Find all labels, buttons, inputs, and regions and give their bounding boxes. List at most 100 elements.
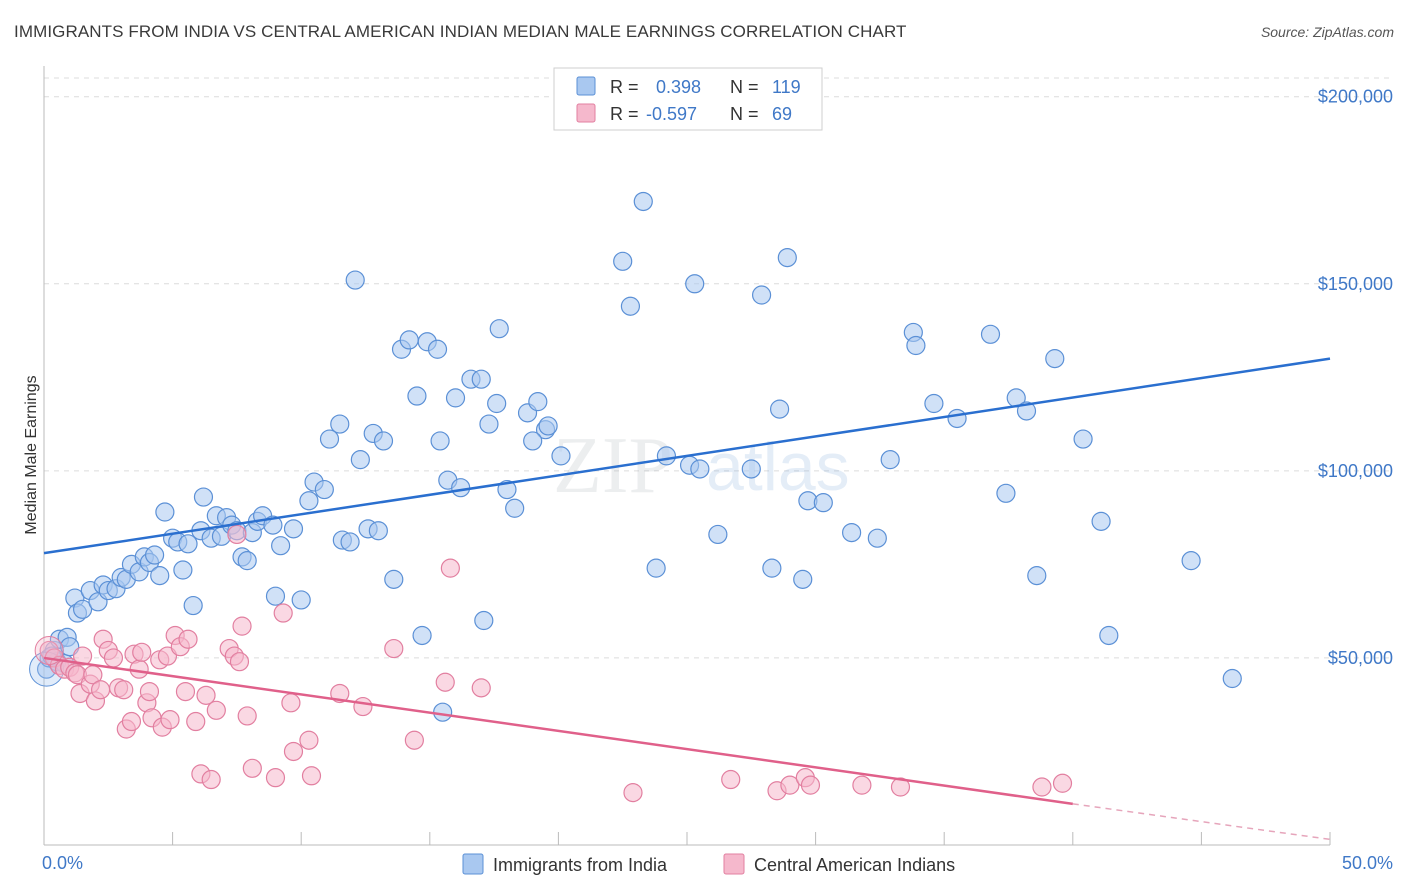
india-point-97 bbox=[793, 569, 813, 589]
india-point-49 bbox=[319, 429, 340, 449]
india-point-110 bbox=[1016, 401, 1037, 421]
india-point-83 bbox=[551, 446, 571, 466]
legend-n-value-1: 119 bbox=[772, 77, 801, 97]
india-point-54 bbox=[350, 450, 370, 470]
india-point-93 bbox=[751, 285, 772, 305]
india-point-45 bbox=[291, 590, 311, 610]
cai-point-48 bbox=[281, 693, 301, 713]
bottom-legend-swatch-india bbox=[462, 853, 484, 875]
india-point-102 bbox=[880, 450, 900, 470]
india-point-25 bbox=[173, 560, 193, 580]
india-point-116 bbox=[1181, 551, 1201, 571]
bottom-legend: Immigrants from India Central American I… bbox=[462, 853, 955, 875]
india-point-108 bbox=[996, 483, 1016, 503]
india-point-58 bbox=[373, 431, 394, 451]
cai-point-43 bbox=[232, 616, 252, 636]
india-point-92 bbox=[741, 459, 761, 479]
cai-point-59 bbox=[623, 783, 643, 803]
cai-point-46 bbox=[265, 768, 286, 788]
india-point-70 bbox=[451, 478, 471, 498]
india-point-114 bbox=[1091, 511, 1111, 531]
cai-point-60 bbox=[721, 769, 741, 790]
x-tick-label-min: 0.0% bbox=[42, 853, 83, 873]
cai-point-52 bbox=[330, 683, 350, 704]
india-point-42 bbox=[271, 536, 291, 556]
india-point-104 bbox=[906, 335, 926, 356]
cai-point-15 bbox=[103, 648, 124, 668]
india-point-66 bbox=[430, 431, 450, 451]
cai-point-50 bbox=[299, 730, 319, 750]
source-credit: Source: ZipAtlas.com bbox=[1260, 24, 1394, 40]
india-point-76 bbox=[489, 319, 509, 339]
cai-point-24 bbox=[139, 681, 160, 702]
india-point-107 bbox=[980, 324, 1001, 344]
india-point-44 bbox=[283, 519, 304, 539]
india-point-50 bbox=[330, 414, 350, 434]
india-point-48 bbox=[314, 479, 334, 500]
cai-point-8 bbox=[72, 646, 93, 666]
cai-point-19 bbox=[121, 711, 142, 732]
india-point-88 bbox=[656, 446, 677, 466]
bottom-legend-label-india: Immigrants from India bbox=[493, 855, 668, 875]
india-point-75 bbox=[487, 393, 507, 414]
india-point-113 bbox=[1073, 429, 1093, 449]
cai-point-32 bbox=[175, 681, 196, 702]
legend-n-value-2: 69 bbox=[772, 104, 792, 124]
india-point-87 bbox=[646, 558, 666, 578]
y-tick-label-1: $100,000 bbox=[1318, 461, 1393, 481]
india-point-67 bbox=[433, 702, 453, 722]
trend-line-cai bbox=[43, 656, 1073, 806]
legend-r-value-2: -0.597 bbox=[646, 104, 697, 124]
x-tick-label-max: 50.0% bbox=[1342, 853, 1393, 873]
india-point-122 bbox=[690, 459, 710, 479]
india-point-91 bbox=[708, 524, 728, 545]
cai-point-38 bbox=[206, 700, 226, 720]
cai-point-28 bbox=[157, 646, 178, 666]
india-point-46 bbox=[299, 491, 319, 511]
cai-point-56 bbox=[435, 672, 455, 692]
india-point-86 bbox=[633, 191, 653, 212]
india-point-61 bbox=[399, 330, 419, 350]
india-point-53 bbox=[345, 270, 365, 290]
y-tick-label-2: $150,000 bbox=[1318, 274, 1393, 294]
india-point-20 bbox=[144, 545, 165, 565]
cai-point-36 bbox=[196, 685, 216, 705]
cai-point-12 bbox=[90, 680, 111, 700]
india-point-63 bbox=[412, 625, 432, 646]
legend-n-label-1: N = bbox=[730, 77, 759, 97]
cai-point-67 bbox=[1032, 777, 1052, 797]
cai-point-29 bbox=[160, 710, 180, 730]
india-point-85 bbox=[620, 296, 641, 316]
series-central-american-indians bbox=[34, 524, 1073, 803]
cai-point-34 bbox=[186, 711, 206, 732]
legend-r-label-1: R = bbox=[610, 77, 639, 97]
india-point-52 bbox=[340, 532, 360, 552]
y-tick-label-0: $50,000 bbox=[1328, 648, 1393, 668]
cai-point-22 bbox=[132, 642, 152, 662]
axes bbox=[43, 66, 1331, 846]
india-point-121 bbox=[523, 431, 543, 451]
india-point-80 bbox=[528, 392, 548, 412]
india-point-74 bbox=[479, 414, 499, 434]
cai-point-37 bbox=[201, 769, 221, 790]
legend-n-label-2: N = bbox=[730, 104, 759, 124]
cai-point-45 bbox=[242, 758, 262, 778]
india-point-96 bbox=[777, 247, 797, 268]
india-point-112 bbox=[1045, 349, 1065, 369]
india-point-37 bbox=[237, 551, 257, 571]
india-point-69 bbox=[445, 388, 466, 408]
y-tick-label-3: $200,000 bbox=[1318, 87, 1393, 107]
watermark-atlas: atlas bbox=[706, 429, 850, 505]
india-point-111 bbox=[1027, 566, 1047, 586]
india-point-65 bbox=[427, 339, 448, 359]
cai-point-53 bbox=[353, 696, 373, 717]
india-point-105 bbox=[924, 393, 944, 414]
cai-point-65 bbox=[852, 775, 872, 795]
india-point-82 bbox=[538, 416, 558, 436]
cai-point-47 bbox=[273, 603, 293, 623]
trend-line-india bbox=[43, 357, 1331, 555]
cai-point-64 bbox=[800, 775, 821, 795]
legend-r-value-1: 0.398 bbox=[656, 77, 701, 97]
legend-r-label-2: R = bbox=[610, 104, 639, 124]
india-point-41 bbox=[263, 515, 283, 535]
